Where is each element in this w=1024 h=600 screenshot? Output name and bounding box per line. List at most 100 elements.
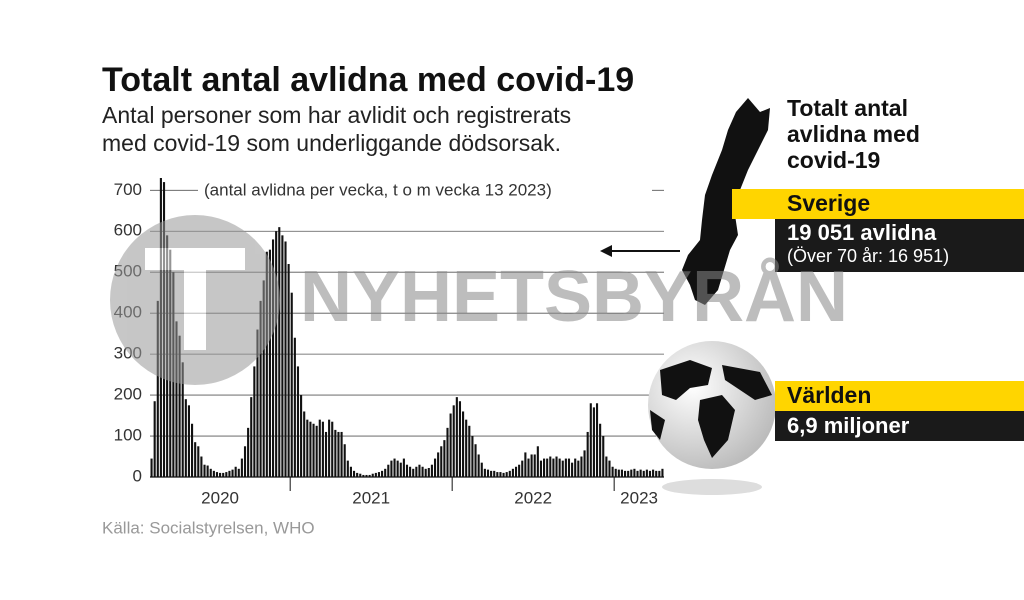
- bar: [483, 468, 486, 477]
- bar: [405, 464, 409, 477]
- bar: [536, 446, 539, 477]
- bar: [577, 460, 580, 477]
- bar: [524, 452, 527, 477]
- bar: [571, 462, 574, 477]
- bar: [508, 470, 511, 477]
- bar: [290, 292, 293, 477]
- bar: [418, 464, 421, 477]
- watermark-logo-part: [184, 270, 206, 350]
- continents: [650, 360, 772, 458]
- bar: [231, 469, 234, 477]
- bar: [368, 474, 371, 477]
- bar: [365, 474, 368, 477]
- bar: [225, 472, 228, 477]
- bar: [328, 419, 331, 477]
- bar: [206, 465, 209, 477]
- bar: [178, 335, 181, 477]
- bar: [580, 456, 583, 477]
- bar: [449, 413, 452, 477]
- bar: [421, 466, 424, 477]
- sweden-map: [682, 98, 770, 305]
- bar: [505, 472, 508, 477]
- bar: [315, 425, 318, 477]
- bar: [471, 436, 474, 477]
- globe-shadow: [662, 479, 762, 495]
- bar: [281, 235, 284, 477]
- bar: [184, 399, 187, 477]
- bar: [620, 469, 624, 477]
- bar: [381, 470, 384, 477]
- bar: [156, 300, 159, 477]
- bar: [446, 427, 449, 477]
- bar: [203, 464, 206, 477]
- bar: [296, 366, 300, 477]
- bar: [583, 450, 586, 477]
- bar: [409, 466, 412, 477]
- sweden-label-box: [732, 189, 1024, 219]
- bar: [561, 460, 564, 477]
- bar: [608, 460, 611, 477]
- bar: [477, 454, 480, 477]
- x-tick-label: 2020: [201, 488, 239, 507]
- y-tick-label: 100: [114, 426, 142, 445]
- bar: [396, 460, 399, 477]
- x-tick-label: 2021: [352, 488, 390, 507]
- bar: [374, 472, 377, 477]
- bar: [377, 472, 381, 477]
- bar: [334, 429, 337, 477]
- bar: [262, 280, 265, 477]
- bar: [219, 472, 222, 477]
- subtitle: med covid-19 som underliggande dödsorsak…: [102, 130, 561, 156]
- bar: [352, 470, 356, 477]
- bar: [567, 458, 571, 477]
- bar: [539, 460, 543, 477]
- bar: [247, 427, 250, 477]
- bar: [390, 460, 393, 477]
- bar: [215, 472, 219, 477]
- bar: [212, 470, 215, 477]
- bar: [493, 470, 496, 477]
- bar: [614, 468, 617, 477]
- bar: [642, 470, 645, 477]
- bar: [655, 470, 658, 477]
- bar: [636, 470, 639, 477]
- bar: [617, 469, 620, 477]
- bar: [275, 231, 278, 477]
- bar: [321, 421, 324, 477]
- bar: [237, 468, 240, 477]
- bar: [658, 470, 661, 477]
- bar: [197, 446, 200, 477]
- bar: [243, 446, 247, 477]
- bar: [284, 241, 287, 477]
- axis-note: (antal avlidna per vecka, t o m vecka 13…: [204, 180, 552, 199]
- bar: [661, 468, 664, 477]
- bar: [433, 458, 437, 477]
- bar: [627, 470, 630, 477]
- bar: [150, 458, 153, 477]
- bar: [306, 419, 309, 477]
- bar: [502, 472, 505, 477]
- bar: [630, 469, 633, 477]
- bar: [468, 425, 471, 477]
- bar: [346, 460, 349, 477]
- bar: [234, 466, 237, 477]
- bar: [480, 462, 483, 477]
- bar: [546, 458, 549, 477]
- bar: [362, 474, 365, 477]
- chart-title: Totalt antal avlidna med covid-19: [102, 61, 634, 99]
- bar: [424, 468, 427, 477]
- y-tick-label: 700: [114, 180, 142, 199]
- bar: [514, 466, 518, 477]
- bar: [250, 397, 253, 477]
- bar: [175, 321, 178, 477]
- bar: [278, 227, 281, 477]
- bar: [599, 423, 602, 477]
- bar: [474, 444, 477, 477]
- bar: [181, 362, 184, 477]
- bar: [222, 472, 225, 477]
- bar: [527, 458, 530, 477]
- watermark-logo-part: [145, 248, 245, 270]
- panel-title: Totalt antal: [787, 95, 908, 121]
- bar: [256, 329, 259, 477]
